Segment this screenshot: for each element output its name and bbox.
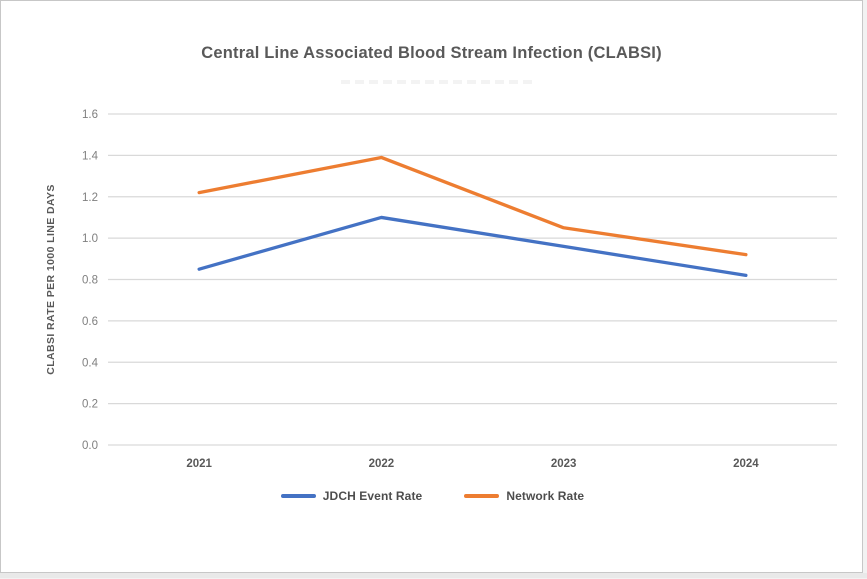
series-line-jdch-event-rate: [197, 215, 748, 278]
chart-legend: JDCH Event Rate Network Rate: [1, 489, 864, 503]
y-tick-label: 1.0: [82, 233, 98, 245]
legend-label: Network Rate: [506, 489, 585, 503]
y-tick-label: 0.0: [82, 440, 98, 452]
y-tick-label: 1.4: [82, 150, 99, 162]
y-tick-label: 1.6: [82, 109, 98, 121]
legend-label: JDCH Event Rate: [322, 489, 423, 503]
chart-title: Central Line Associated Blood Stream Inf…: [201, 44, 662, 62]
y-tick-label: 0.8: [82, 275, 98, 287]
x-tick-label: 2023: [551, 458, 577, 470]
y-tick-label: 0.6: [82, 316, 98, 328]
legend-line-swatch-orange: [464, 494, 500, 498]
x-tick-label: 2024: [733, 458, 759, 470]
x-tick-label: 2021: [186, 458, 212, 470]
series-line-network-rate: [197, 155, 748, 257]
y-axis-title: CLABSI RATE PER 1000 LINE DAYS: [45, 184, 57, 375]
x-tick-label: 2022: [369, 458, 395, 470]
legend-item-jdch-event-rate: JDCH Event Rate: [280, 489, 423, 503]
y-tick-label: 1.2: [82, 192, 98, 204]
legend-line-swatch-blue: [280, 494, 316, 498]
faint-subtitle-remnant: [341, 80, 536, 84]
y-tick-label: 0.4: [82, 357, 99, 369]
page-bottom-strip: [0, 573, 867, 578]
legend-item-network-rate: Network Rate: [464, 489, 584, 503]
y-tick-label: 0.2: [82, 399, 98, 411]
